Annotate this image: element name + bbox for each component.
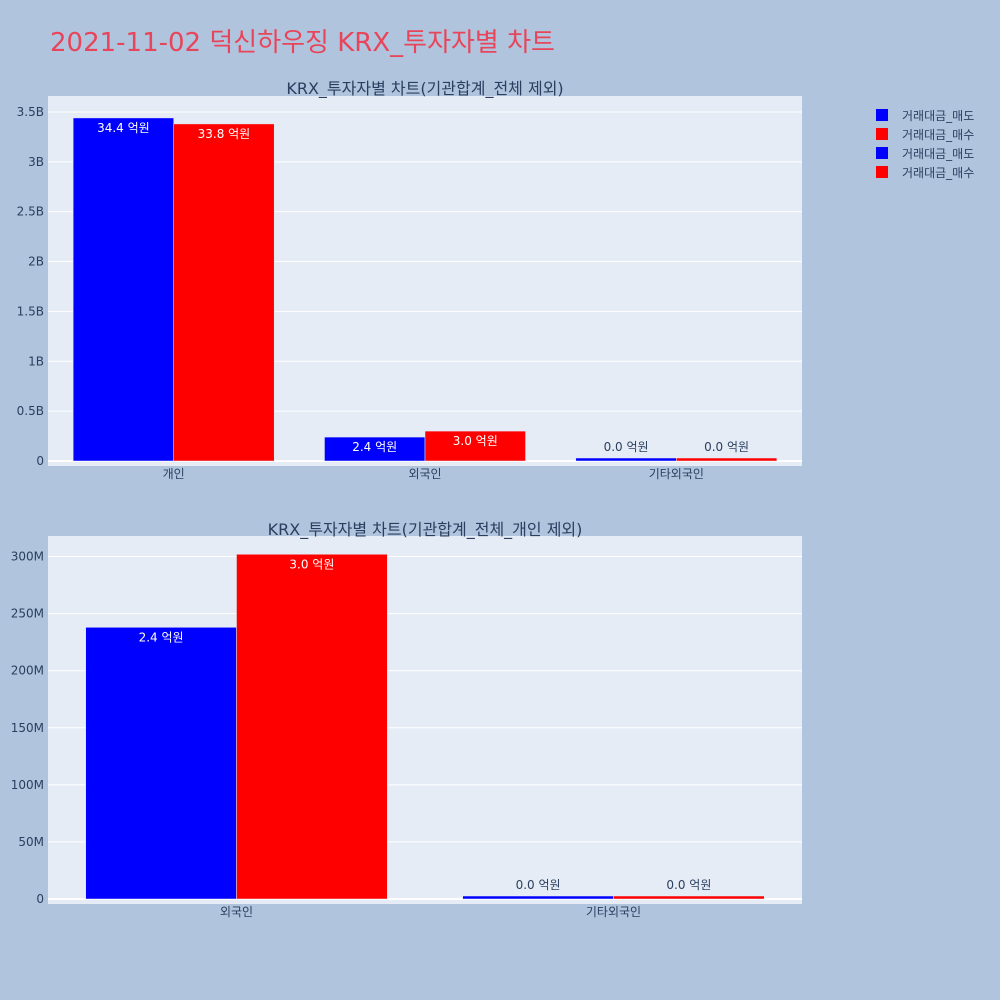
y-tick-label-1: 3.5B xyxy=(17,105,44,119)
legend-swatch-2 xyxy=(876,128,888,140)
legend-label-3: 거래대금_매도 xyxy=(902,147,974,161)
bar-2-1-1 xyxy=(85,627,237,900)
x-tick-label-2: 외국인 xyxy=(220,905,253,919)
y-tick-label-2: 50M xyxy=(18,835,44,849)
data-label-2-1-1: 2.4 억원 xyxy=(139,630,184,644)
legend-swatch-3 xyxy=(876,147,888,159)
y-tick-label-1: 2.5B xyxy=(17,205,44,219)
data-label-1-1-2: 2.4 억원 xyxy=(352,440,397,454)
bar-1-2-1 xyxy=(173,123,275,462)
y-tick-label-2: 300M xyxy=(11,550,44,564)
y-tick-label-2: 150M xyxy=(11,721,44,735)
y-tick-label-1: 3B xyxy=(28,155,44,169)
legend-label-4: 거래대금_매수 xyxy=(902,166,974,180)
legend-swatch-1 xyxy=(876,109,888,121)
data-label-1-2-1: 33.8 억원 xyxy=(198,127,251,141)
bar-2-1-2 xyxy=(462,895,614,900)
data-label-1-2-3: 0.0 억원 xyxy=(704,440,749,454)
y-tick-label-1: 0.5B xyxy=(17,404,44,418)
chart-title-2: KRX_투자자별 차트(기관합계_전체_개인 제외) xyxy=(268,520,583,540)
bar-1-1-3 xyxy=(575,457,677,462)
bar-1-1-1 xyxy=(72,117,174,462)
bar-1-2-2 xyxy=(424,430,526,462)
x-tick-label-1: 개인 xyxy=(163,467,185,481)
bar-2-2-2 xyxy=(613,895,765,900)
y-tick-label-2: 250M xyxy=(11,607,44,621)
data-label-2-2-2: 0.0 억원 xyxy=(666,878,711,892)
data-label-1-2-2: 3.0 억원 xyxy=(453,434,498,448)
bar-2-2-1 xyxy=(236,554,388,900)
y-tick-label-2: 200M xyxy=(11,664,44,678)
y-tick-label-1: 0 xyxy=(36,454,44,468)
bar-1-2-3 xyxy=(676,457,778,462)
y-tick-label-2: 0 xyxy=(36,892,44,906)
legend-swatch-4 xyxy=(876,166,888,178)
y-tick-label-1: 2B xyxy=(28,255,44,269)
data-label-1-1-1: 34.4 억원 xyxy=(97,121,150,135)
y-tick-label-1: 1.5B xyxy=(17,304,44,318)
legend-label-1: 거래대금_매도 xyxy=(902,109,974,123)
chart-title-1: KRX_투자자별 차트(기관합계_전체 제외) xyxy=(286,79,563,99)
legend-label-2: 거래대금_매수 xyxy=(902,128,974,142)
data-label-2-1-2: 0.0 억원 xyxy=(516,878,561,892)
x-tick-label-1: 외국인 xyxy=(408,467,441,481)
data-label-2-2-1: 3.0 억원 xyxy=(289,557,334,571)
x-tick-label-1: 기타외국인 xyxy=(649,467,704,481)
y-tick-label-1: 1B xyxy=(28,354,44,368)
y-tick-label-2: 100M xyxy=(11,778,44,792)
x-tick-label-2: 기타외국인 xyxy=(586,905,641,919)
page-title: 2021-11-02 덕신하우징 KRX_투자자별 차트 xyxy=(50,28,555,58)
data-label-1-1-3: 0.0 억원 xyxy=(604,440,649,454)
